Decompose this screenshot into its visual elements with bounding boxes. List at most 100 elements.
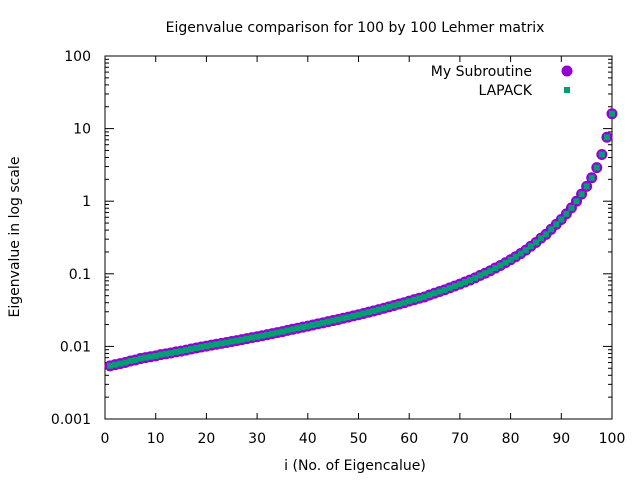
data-point-lapack	[396, 301, 403, 308]
data-point-lapack	[178, 348, 185, 355]
x-tick-label: 80	[502, 431, 520, 447]
data-point-lapack	[467, 277, 474, 284]
series-lapack	[107, 110, 615, 369]
data-point-lapack	[492, 265, 499, 272]
data-point-lapack	[512, 253, 519, 260]
data-point-lapack	[162, 350, 169, 357]
y-tick-label: 0.1	[69, 267, 91, 283]
x-tick-label: 60	[400, 431, 418, 447]
x-tick-label: 90	[552, 431, 570, 447]
data-point-lapack	[446, 284, 453, 291]
data-point-lapack	[426, 292, 433, 299]
data-point-lapack	[112, 361, 119, 368]
data-point-lapack	[228, 338, 235, 345]
legend-marker-my-subroutine	[561, 65, 573, 77]
data-point-lapack	[233, 337, 240, 344]
data-point-lapack	[284, 327, 291, 334]
chart-title: Eigenvalue comparison for 100 by 100 Leh…	[166, 20, 545, 36]
data-point-lapack	[117, 360, 124, 367]
data-point-lapack	[380, 305, 387, 312]
data-point-lapack	[325, 318, 332, 325]
data-point-lapack	[360, 310, 367, 317]
data-point-lapack	[203, 343, 210, 350]
y-tick-label: 1	[82, 194, 91, 210]
data-point-lapack	[294, 325, 301, 332]
x-tick-label: 40	[299, 431, 317, 447]
data-point-lapack	[188, 346, 195, 353]
y-tick-label: 100	[64, 49, 91, 65]
data-point-lapack	[507, 256, 514, 263]
x-axis-label: i (No. of Eigencalue)	[284, 458, 426, 474]
data-point-lapack	[456, 281, 463, 288]
data-point-lapack	[238, 336, 245, 343]
data-point-lapack	[289, 326, 296, 333]
data-point-lapack	[309, 322, 316, 329]
data-point-lapack	[401, 299, 408, 306]
data-point-lapack	[269, 330, 276, 337]
data-point-lapack	[243, 335, 250, 342]
data-point-lapack	[274, 329, 281, 336]
y-axis-ticks	[105, 55, 612, 420]
data-point-lapack	[553, 221, 560, 228]
data-point-lapack	[320, 319, 327, 326]
legend: My Subroutine LAPACK	[431, 64, 573, 99]
data-point-lapack	[598, 151, 605, 158]
data-point-lapack	[482, 270, 489, 277]
data-point-lapack	[578, 191, 585, 198]
data-point-lapack	[522, 247, 529, 254]
data-point-lapack	[335, 316, 342, 323]
data-point-lapack	[259, 332, 266, 339]
data-point-lapack	[132, 356, 139, 363]
data-point-lapack	[563, 210, 570, 217]
legend-marker-lapack	[564, 87, 570, 93]
data-point-lapack	[390, 302, 397, 309]
data-point-lapack	[279, 328, 286, 335]
data-point-lapack	[451, 282, 458, 289]
data-point-lapack	[183, 347, 190, 354]
data-point-lapack	[249, 334, 256, 341]
y-tick-label: 0.001	[51, 412, 91, 428]
data-point-lapack	[137, 355, 144, 362]
data-point-lapack	[538, 235, 545, 242]
data-point-lapack	[558, 216, 565, 223]
data-point-lapack	[304, 323, 311, 330]
data-point-lapack	[330, 317, 337, 324]
data-point-lapack	[477, 272, 484, 279]
data-point-lapack	[127, 357, 134, 364]
data-point-lapack	[254, 333, 261, 340]
data-point-lapack	[441, 286, 448, 293]
y-tick-label: 10	[73, 122, 91, 138]
data-point-lapack	[340, 315, 347, 322]
x-tick-label: 50	[350, 431, 368, 447]
legend-label-lapack: LAPACK	[478, 83, 532, 99]
y-axis-tick-labels: 0.001 0.01 0.1 1 10 100	[51, 49, 91, 428]
data-point-lapack	[421, 293, 428, 300]
data-point-lapack	[548, 226, 555, 233]
x-tick-label: 10	[147, 431, 165, 447]
data-point-lapack	[543, 231, 550, 238]
data-point-lapack	[385, 303, 392, 310]
x-tick-label: 100	[599, 431, 626, 447]
data-point-lapack	[375, 306, 382, 313]
data-point-lapack	[198, 344, 205, 351]
data-point-lapack	[299, 324, 306, 331]
data-point-lapack	[416, 295, 423, 302]
data-point-lapack	[122, 359, 129, 366]
data-point-lapack	[142, 354, 149, 361]
data-point-lapack	[527, 243, 534, 250]
data-point-lapack	[264, 331, 271, 338]
data-point-lapack	[472, 274, 479, 281]
data-point-lapack	[193, 345, 200, 352]
data-point-lapack	[314, 320, 321, 327]
data-point-lapack	[583, 183, 590, 190]
data-point-lapack	[172, 348, 179, 355]
data-point-lapack	[532, 239, 539, 246]
data-point-lapack	[593, 164, 600, 171]
data-point-lapack	[603, 134, 610, 141]
x-tick-label: 70	[451, 431, 469, 447]
y-axis-label: Eigenvalue in log scale	[7, 157, 23, 318]
data-point-lapack	[431, 290, 438, 297]
data-point-lapack	[588, 174, 595, 181]
x-axis-tick-labels: 0 10 20 30 40 50 60 70 80 90 100	[101, 431, 626, 447]
